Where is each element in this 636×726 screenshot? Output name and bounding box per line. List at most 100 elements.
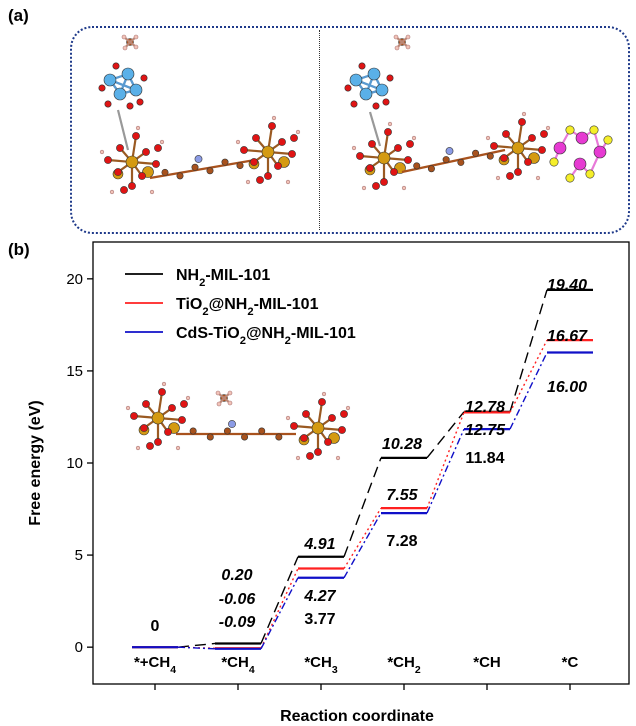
atom: [138, 172, 146, 180]
atom: [103, 73, 117, 87]
atom: [338, 426, 346, 434]
atom: [324, 438, 332, 446]
atom: [122, 45, 128, 51]
atom: [268, 122, 276, 130]
connector: [177, 646, 216, 650]
atom: [514, 168, 522, 176]
atom: [132, 132, 140, 140]
value-label: -0.06: [219, 591, 256, 608]
atom: [175, 445, 181, 451]
atom: [112, 62, 120, 70]
atom: [356, 152, 364, 160]
atom: [223, 427, 231, 435]
y-tick-label: 0: [75, 639, 83, 656]
atom: [116, 144, 124, 152]
y-axis: 0 5 10 15 20: [66, 271, 93, 656]
atom: [390, 168, 398, 176]
atom: [495, 175, 501, 181]
value-label: 12.75: [465, 422, 506, 439]
value-label: 0: [151, 618, 160, 635]
atom: [545, 125, 551, 131]
legend-label: CdS-TiO2@NH2-MIL-101: [176, 325, 356, 347]
atom: [427, 165, 435, 173]
atom: [146, 442, 154, 450]
structure-cds-tio2-mof: [344, 34, 613, 191]
atom: [271, 115, 277, 121]
value-label: 0.20: [221, 567, 252, 584]
x-tick-label: *CH: [473, 654, 501, 671]
atom: [104, 156, 112, 164]
atom: [135, 445, 141, 451]
atom: [528, 134, 536, 142]
atom: [235, 139, 241, 145]
atom: [194, 155, 203, 163]
atom: [164, 428, 172, 436]
atom: [161, 168, 169, 176]
atom: [311, 421, 325, 435]
connector: [426, 428, 465, 514]
plot-frame: [92, 241, 630, 685]
atom: [344, 84, 352, 92]
atom: [405, 34, 411, 40]
atom: [154, 438, 162, 446]
atom: [140, 424, 148, 432]
atom: [535, 175, 541, 181]
structure-panel-divider: [319, 30, 320, 230]
atom: [241, 433, 249, 441]
x-axis-label: Reaction coordinate: [280, 708, 434, 725]
atom: [521, 111, 527, 117]
atom: [380, 178, 388, 186]
x-axis: *+CH4 *CH4 *CH3 *CH2 *CH *C: [134, 654, 579, 690]
atom: [128, 182, 136, 190]
atom: [518, 118, 526, 126]
atom: [321, 391, 327, 397]
atom: [350, 100, 358, 108]
connector: [177, 642, 216, 648]
atom: [180, 400, 188, 408]
atom: [252, 134, 260, 142]
atom: [302, 410, 310, 418]
legend-label: TiO2@NH2-MIL-101: [176, 296, 319, 318]
atom: [290, 134, 298, 142]
value-label: 12.78: [465, 399, 505, 416]
atom: [384, 128, 392, 136]
value-label: 11.84: [465, 450, 504, 467]
atom: [104, 100, 112, 108]
bond: [149, 158, 256, 180]
atom: [227, 390, 233, 396]
atom: [113, 87, 127, 101]
connector: [343, 512, 382, 579]
atom: [142, 148, 150, 156]
x-tick-label: *CH3: [304, 654, 338, 676]
atom: [109, 189, 115, 195]
atom: [372, 182, 380, 190]
atom: [524, 158, 532, 166]
atom: [114, 168, 122, 176]
atom: [411, 135, 417, 141]
value-label: 4.91: [303, 536, 335, 553]
atom: [361, 185, 367, 191]
atom: [318, 398, 326, 406]
value-label: 4.27: [303, 588, 336, 605]
atom: [387, 121, 393, 127]
atom: [393, 34, 399, 40]
atom: [603, 135, 613, 145]
atom: [340, 410, 348, 418]
atom: [275, 433, 283, 441]
atom: [278, 138, 286, 146]
value-label: 16.00: [547, 379, 587, 396]
bond: [368, 111, 382, 147]
atom: [593, 145, 607, 159]
atom: [502, 130, 510, 138]
atom: [394, 144, 402, 152]
atom: [142, 400, 150, 408]
atom: [486, 152, 494, 160]
atom: [133, 44, 139, 50]
atom: [485, 135, 491, 141]
series-nh2-mil-101: [132, 288, 593, 649]
atom: [152, 160, 160, 168]
atom: [250, 158, 258, 166]
atom: [406, 140, 414, 148]
atom: [125, 155, 139, 169]
x-tick-label: *+CH4: [134, 654, 176, 676]
